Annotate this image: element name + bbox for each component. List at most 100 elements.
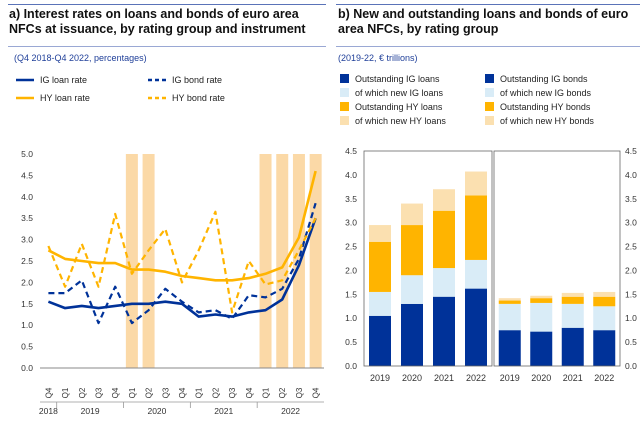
y-tick-label-right: 0.5 <box>625 337 637 347</box>
y-tick-label: 2.5 <box>21 256 33 266</box>
y-tick-label: 4.0 <box>21 192 33 202</box>
bar-segment-of-which-new-ig-loans <box>401 275 423 304</box>
panel-a-title-line1: a) Interest rates on loans and bonds of … <box>9 7 299 21</box>
x-tick-label: Q2 <box>211 387 220 398</box>
bar-segment-outstanding-hy-loans <box>433 210 455 269</box>
legend-swatch <box>340 88 349 97</box>
highlight-band <box>276 154 289 368</box>
panel-a-title: a) Interest rates on loans and bonds of … <box>9 7 329 37</box>
y-tick-label-left: 3.5 <box>345 194 357 204</box>
x-tick-label: 2022 <box>466 373 486 383</box>
x-tick-label: 2021 <box>434 373 454 383</box>
y-tick-label-right: 1.0 <box>625 313 637 323</box>
x-tick-label: 2019 <box>370 373 390 383</box>
bar-segment-of-which-new-hy-bonds <box>498 298 521 301</box>
line-chart-interest-rates: 0.0 0.5 1.0 1.5 2.0 2.5 3.0 3.5 4.0 4.5 5.0 Q4 Q1 Q2 Q… <box>16 75 324 416</box>
bar-chart-loans-bonds: Outstanding IG loans of which new IG loan… <box>340 74 637 383</box>
bar-segment-outstanding-hy-bonds <box>561 296 584 304</box>
legend-swatch <box>485 74 494 83</box>
series-line-ig-loan-rate <box>47 217 317 318</box>
bar-segment-outstanding-hy-loans <box>369 241 391 292</box>
highlight-band <box>309 154 322 368</box>
panel-b-title-line1: b) New and outstanding loans and bonds o… <box>338 7 629 21</box>
bar-segment-outstanding-ig-loans <box>369 315 391 366</box>
legend-label: HY bond rate <box>172 93 225 103</box>
x-tick-label: Q4 <box>178 387 187 398</box>
y-tick-label-right: 3.0 <box>625 218 637 228</box>
x-tick-label: Q4 <box>111 387 120 398</box>
legend-label: of which new HY bonds <box>500 116 594 126</box>
highlight-band <box>125 154 138 368</box>
panel-a-subtitle: (Q4 2018-Q4 2022, percentages) <box>14 53 147 63</box>
y-tick-label-left: 0.5 <box>345 337 357 347</box>
x-tick-label: 2022 <box>594 373 614 383</box>
y-tick-label-right: 4.0 <box>625 170 637 180</box>
legend-label: HY loan rate <box>40 93 90 103</box>
bar-segment-outstanding-hy-bonds <box>498 300 521 304</box>
y-tick-label-right: 2.5 <box>625 242 637 252</box>
y-tick-label-left: 4.5 <box>345 146 357 156</box>
panel-b-title-line2: area NFCs, by rating group <box>338 22 499 36</box>
y-tick-label-right: 2.0 <box>625 265 637 275</box>
x-tick-label: 2019 <box>500 373 520 383</box>
legend-label: of which new IG loans <box>355 88 444 98</box>
x-tick-label: 2020 <box>402 373 422 383</box>
y-tick-label-left: 2.5 <box>345 242 357 252</box>
series-line-hy-bond-rate <box>47 210 317 314</box>
x-tick-label: Q1 <box>195 387 204 398</box>
legend-swatch <box>485 88 494 97</box>
y-tick-label-right: 0.0 <box>625 361 637 371</box>
panel-b-top-rule <box>336 4 640 5</box>
bar-segment-of-which-new-hy-bonds <box>593 291 616 297</box>
bar-segment-of-which-new-hy-bonds <box>561 292 584 297</box>
x-tick-label: 2020 <box>531 373 551 383</box>
x-tick-label: Q1 <box>262 387 271 398</box>
bar-segment-of-which-new-ig-bonds <box>561 303 584 328</box>
y-tick-label: 0.5 <box>21 342 33 352</box>
panel-a-title-line2: NFCs at issuance, by rating group and in… <box>9 22 306 36</box>
legend-label: IG bond rate <box>172 75 222 85</box>
y-tick-label: 1.5 <box>21 299 33 309</box>
bar-segment-outstanding-hy-loans <box>401 225 423 276</box>
bar-segment-of-which-new-hy-loans <box>465 171 487 196</box>
y-tick-label: 5.0 <box>21 149 33 159</box>
y-tick-label-left: 3.0 <box>345 218 357 228</box>
bar-segment-of-which-new-ig-loans <box>433 268 455 297</box>
legend-label: Outstanding IG bonds <box>500 74 588 84</box>
bar-segment-of-which-new-hy-loans <box>369 225 391 242</box>
y-tick-label: 3.0 <box>21 235 33 245</box>
year-label: 2018 <box>39 406 58 416</box>
x-tick-label: Q3 <box>161 387 170 398</box>
series-line-ig-bond-rate <box>48 202 317 325</box>
x-tick-label: 2021 <box>563 373 583 383</box>
bar-segment-of-which-new-hy-loans <box>433 189 455 211</box>
year-label: 2020 <box>147 406 166 416</box>
bar-segment-outstanding-ig-bonds <box>593 330 616 366</box>
bar-segment-outstanding-ig-bonds <box>561 327 584 366</box>
y-tick-label-right: 3.5 <box>625 194 637 204</box>
y-tick-label-right: 4.5 <box>625 146 637 156</box>
x-tick-label: Q2 <box>145 387 154 398</box>
y-tick-label-right: 1.5 <box>625 289 637 299</box>
legend-label: of which new IG bonds <box>500 88 592 98</box>
bar-segment-outstanding-hy-bonds <box>530 298 553 303</box>
x-tick-label: Q4 <box>44 387 53 398</box>
bar-segment-outstanding-ig-loans <box>465 288 487 366</box>
bar-segment-of-which-new-hy-bonds <box>530 295 553 299</box>
x-tick-label: Q2 <box>278 387 287 398</box>
x-tick-label: Q3 <box>295 387 304 398</box>
legend-label: IG loan rate <box>40 75 87 85</box>
y-tick-label-left: 4.0 <box>345 170 357 180</box>
x-tick-label: Q4 <box>312 387 321 398</box>
year-label: 2022 <box>281 406 300 416</box>
x-tick-label: Q4 <box>245 387 254 398</box>
panel-b-subtitle: (2019-22, € trillions) <box>338 53 418 63</box>
y-tick-label-left: 1.5 <box>345 289 357 299</box>
panel-a-sub-rule <box>8 46 326 47</box>
bar-segment-outstanding-ig-bonds <box>530 331 553 366</box>
legend-swatch <box>340 116 349 125</box>
panel-b-sub-rule <box>336 46 640 47</box>
y-tick-label-left: 0.0 <box>345 361 357 371</box>
x-tick-label: Q1 <box>61 387 70 398</box>
